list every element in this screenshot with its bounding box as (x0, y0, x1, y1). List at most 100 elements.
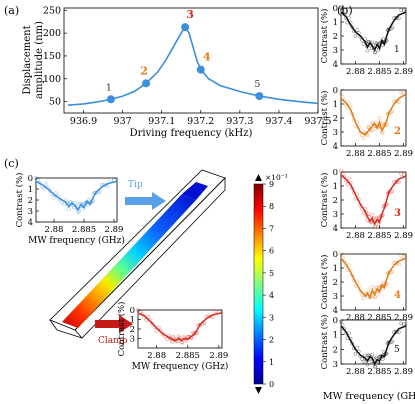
data-point (77, 209, 81, 214)
y-tick-label: 150 (43, 51, 61, 62)
data-point (350, 25, 355, 29)
y-axis-label: Contrast (%) (319, 9, 330, 64)
y-axis-label: Contrast (%) (319, 315, 330, 370)
data-point (339, 6, 343, 10)
y-tick-label: 3 (333, 292, 338, 302)
data-point (401, 172, 406, 177)
data-point (146, 314, 151, 319)
data-point (370, 352, 375, 357)
y-tick-label: 0 (333, 168, 338, 178)
y-tick-label: 4 (333, 60, 338, 70)
fit-line (340, 174, 407, 226)
data-point (380, 130, 385, 135)
x-tick-label: 2.89 (209, 351, 228, 361)
x-tick-label: 2.88 (346, 367, 365, 377)
y-tick-label: 0 (333, 4, 338, 14)
x-tick-label: 2.89 (394, 367, 413, 377)
y-tick-label: 0 (333, 86, 338, 96)
y-tick-label: 2 (333, 196, 338, 206)
y-tick-label: 2 (333, 114, 338, 124)
x-axis-label: MW frequency (GHz) (132, 361, 229, 372)
panel-label-a: (a) (4, 4, 19, 17)
data-point (34, 176, 38, 180)
y-tick-label: 4 (333, 224, 338, 234)
data-point (353, 34, 358, 38)
y-tick-label: 2 (333, 278, 338, 288)
data-point (54, 191, 58, 196)
data-point (377, 116, 382, 120)
data-point (368, 354, 372, 359)
x-tick-label: 2.88 (147, 351, 166, 361)
x-tick-label: 2.885 (367, 149, 391, 159)
y-tick-label: 4 (333, 306, 338, 316)
x-tick-label: 937.3 (226, 116, 253, 127)
data-point (369, 128, 374, 133)
x-tick-label: 2.88 (346, 67, 365, 77)
x-axis-label: Driving frequency (kHz) (130, 128, 253, 139)
x-tick-label: 937.2 (187, 116, 214, 127)
colorbar-tick-label: 8 (269, 202, 274, 211)
data-point (202, 321, 207, 326)
y-tick-label: 3 (333, 46, 338, 56)
marker-label: 2 (140, 64, 148, 77)
data-point (401, 91, 406, 95)
y-tick-label: 1 (333, 182, 338, 192)
data-point (368, 41, 372, 45)
data-point (360, 133, 364, 138)
marker-label: 4 (203, 51, 211, 64)
data-point (42, 186, 46, 191)
y-tick-label: 0 (130, 306, 135, 316)
clamp-arrow-label: Clamp (98, 336, 128, 346)
series-label: 2 (394, 126, 401, 137)
data-point (390, 269, 395, 274)
data-point (355, 27, 359, 32)
series-label: 5 (394, 345, 400, 355)
data-point (396, 180, 401, 185)
y-tick-label: 250 (43, 5, 61, 16)
fit-line (137, 312, 223, 342)
marker-point (196, 65, 205, 74)
data-point (106, 184, 110, 188)
x-tick-label: 2.89 (394, 149, 413, 159)
data-point (369, 220, 374, 225)
data-point (401, 254, 406, 259)
data-point (165, 337, 169, 341)
x-tick-label: 2.89 (394, 313, 413, 323)
x-tick-label: 2.89 (394, 231, 413, 241)
x-tick-label: 2.885 (176, 351, 200, 361)
fit-line (340, 325, 407, 366)
data-point (198, 322, 203, 327)
x-tick-label: 2.88 (346, 231, 365, 241)
y-tick-label: 1 (333, 331, 338, 341)
colorbar-bar (253, 183, 264, 385)
data-point (98, 190, 102, 194)
y-tick-label: 1 (333, 18, 338, 28)
fit-line (340, 11, 407, 52)
data-point (373, 224, 378, 229)
data-point (396, 99, 401, 104)
data-point (345, 182, 350, 187)
y-tick-label: 4 (333, 142, 338, 152)
data-point (380, 357, 385, 362)
data-point (365, 133, 370, 138)
fit-line (35, 180, 118, 212)
colorbar-tick-label: 3 (269, 313, 274, 322)
colorbar-tick-label: 6 (269, 247, 274, 256)
colorbar-tick-label: 5 (269, 269, 274, 278)
data-point (180, 340, 185, 345)
y-axis-label-line2: amplitude (nm) (34, 21, 45, 99)
marker-point (106, 95, 115, 104)
tip-arrow (125, 192, 166, 210)
marker-label: 3 (186, 8, 194, 21)
data-point (52, 195, 56, 200)
data-point (399, 8, 404, 12)
data-point (361, 296, 366, 301)
data-point (373, 295, 378, 299)
y-tick-label: 3 (333, 128, 338, 138)
